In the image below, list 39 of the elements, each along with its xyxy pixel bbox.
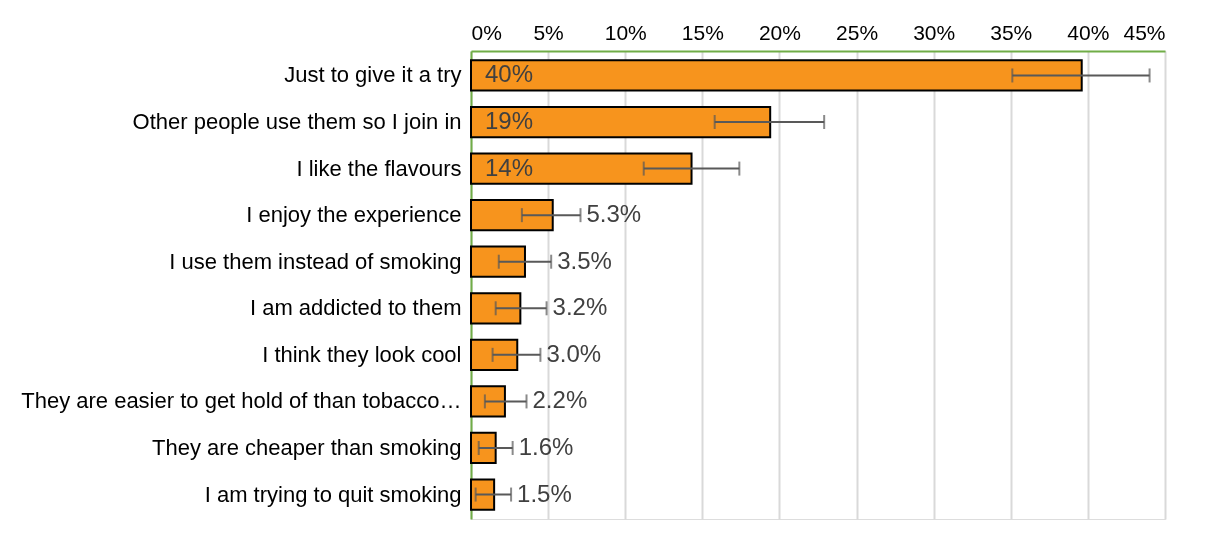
bar [470, 478, 496, 511]
y-tick-label: I am trying to quit smoking [204, 481, 462, 507]
y-tick-label: I use them instead of smoking [169, 248, 462, 274]
x-tick-label: 35% [990, 20, 1033, 44]
bar [470, 385, 506, 418]
x-tick-label: 10% [604, 20, 647, 44]
y-tick-label: I am addicted to them [249, 295, 462, 321]
y-tick-label: I enjoy the experience [246, 202, 462, 228]
y-tick-label: They are cheaper than smoking [152, 434, 462, 460]
data-label: 1.6% [518, 432, 574, 460]
x-tick-label: 25% [836, 20, 879, 44]
y-tick-label: I like the flavours [296, 155, 462, 181]
y-tick-label: Just to give it a try [284, 62, 462, 88]
bar [470, 59, 1083, 92]
data-label: 19% [485, 107, 534, 135]
bar [470, 105, 772, 139]
y-tick-label: Other people use them so I join in [132, 109, 462, 135]
x-tick-label: 5% [533, 20, 564, 44]
x-tick-label: 45% [1123, 20, 1166, 44]
data-label: 5.3% [586, 200, 642, 228]
y-tick-label: They are easier to get hold of than tobacco… [21, 388, 462, 414]
bar [470, 245, 526, 278]
x-tick-label: 15% [681, 20, 724, 44]
data-label: 3.0% [546, 339, 602, 367]
x-tick-label: 20% [758, 20, 801, 44]
x-tick-label: 30% [913, 20, 956, 44]
bar [470, 292, 522, 325]
bar [470, 199, 554, 232]
x-tick-label: 40% [1067, 20, 1110, 44]
x-tick-label: 0% [471, 20, 502, 44]
data-label: 2.2% [532, 386, 588, 414]
y-tick-label: I think they look cool [262, 341, 462, 367]
data-label: 1.5% [517, 479, 572, 507]
data-label: 3.5% [557, 246, 612, 274]
data-label: 14% [485, 153, 534, 181]
data-label: 40% [485, 60, 534, 88]
bar [470, 338, 519, 371]
bar [470, 152, 693, 185]
data-label: 3.2% [552, 293, 608, 321]
